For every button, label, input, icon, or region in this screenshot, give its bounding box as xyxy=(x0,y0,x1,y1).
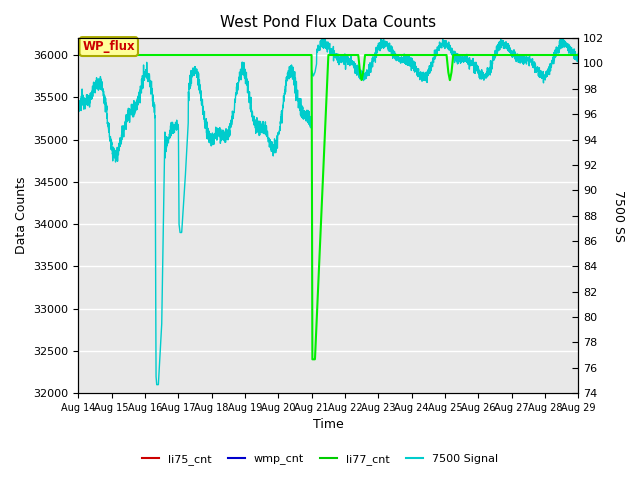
Title: West Pond Flux Data Counts: West Pond Flux Data Counts xyxy=(220,15,436,30)
Y-axis label: Data Counts: Data Counts xyxy=(15,177,28,254)
Legend: li75_cnt, wmp_cnt, li77_cnt, 7500 Signal: li75_cnt, wmp_cnt, li77_cnt, 7500 Signal xyxy=(138,450,502,469)
Text: WP_flux: WP_flux xyxy=(83,40,135,53)
Y-axis label: 7500 SS: 7500 SS xyxy=(612,190,625,241)
X-axis label: Time: Time xyxy=(313,419,344,432)
